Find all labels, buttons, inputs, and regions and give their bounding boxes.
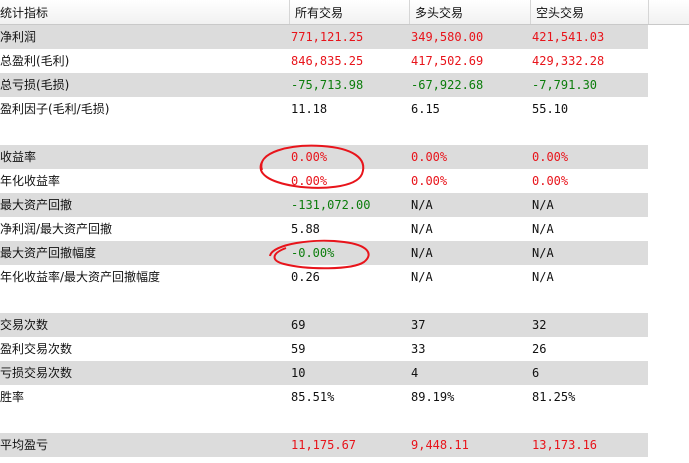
cell-long-trades: 0.00% <box>411 174 448 188</box>
cell-short-trades: 81.25% <box>532 390 576 404</box>
row-label: 净利润/最大资产回撤 <box>0 222 113 236</box>
row-label: 净利润 <box>0 30 37 44</box>
cell-all-trades: 0.26 <box>291 270 320 284</box>
table-row[interactable]: 收益率 0.00% 0.00% 0.00% <box>0 145 648 169</box>
row-label: 总盈利(毛利) <box>0 54 70 68</box>
column-header-metric[interactable]: 统计指标 <box>0 0 290 24</box>
cell-all-trades: 846,835.25 <box>291 54 364 68</box>
table-row[interactable]: 平均盈亏 11,175.67 9,448.11 13,173.16 <box>0 433 648 457</box>
spacer-row <box>0 409 648 433</box>
cell-long-trades: 4 <box>411 366 419 380</box>
table-row[interactable]: 总亏损(毛损) -75,713.98 -67,922.68 -7,791.30 <box>0 73 648 97</box>
cell-all-trades: 85.51% <box>291 390 335 404</box>
cell-all-trades <box>291 409 405 433</box>
cell-all-trades: 59 <box>291 342 306 356</box>
cell-all-trades: 771,121.25 <box>291 30 364 44</box>
cell-all-trades: 11,175.67 <box>291 438 357 452</box>
cell-long-trades: N/A <box>411 198 433 212</box>
table-row[interactable]: 亏损交易次数 10 4 6 <box>0 361 648 385</box>
cell-long-trades: 0.00% <box>411 150 448 164</box>
cell-all-trades: 0.00% <box>291 150 328 164</box>
row-label: 年化收益率 <box>0 174 61 188</box>
cell-all-trades <box>291 121 405 145</box>
cell-short-trades: 32 <box>532 318 547 332</box>
row-label: 年化收益率/最大资产回撤幅度 <box>0 270 161 284</box>
spacer-row <box>0 289 648 313</box>
cell-short-trades: N/A <box>532 222 554 236</box>
cell-all-trades: -75,713.98 <box>291 78 364 92</box>
table-row[interactable]: 最大资产回撤幅度 -0.00% N/A N/A <box>0 241 648 265</box>
cell-all-trades: 5.88 <box>291 222 320 236</box>
table-row[interactable]: 交易次数 69 37 32 <box>0 313 648 337</box>
row-label: 亏损交易次数 <box>0 366 73 380</box>
cell-long-trades: 33 <box>411 342 426 356</box>
cell-short-trades: 421,541.03 <box>532 30 605 44</box>
table-row[interactable]: 最大资产回撤 -131,072.00 N/A N/A <box>0 193 648 217</box>
cell-all-trades: 0.00% <box>291 174 328 188</box>
row-label <box>0 409 285 433</box>
cell-short-trades: 55.10 <box>532 102 569 116</box>
cell-all-trades: -131,072.00 <box>291 198 371 212</box>
cell-all-trades: 11.18 <box>291 102 328 116</box>
cell-short-trades: N/A <box>532 198 554 212</box>
cell-long-trades: -67,922.68 <box>411 78 484 92</box>
table-row[interactable]: 盈利交易次数 59 33 26 <box>0 337 648 361</box>
row-label: 总亏损(毛损) <box>0 78 70 92</box>
column-header-all-trades[interactable]: 所有交易 <box>290 0 410 24</box>
row-label: 最大资产回撤 <box>0 198 73 212</box>
cell-long-trades: 6.15 <box>411 102 440 116</box>
cell-short-trades <box>532 289 646 313</box>
cell-all-trades: 10 <box>291 366 306 380</box>
table-row[interactable]: 盈利因子(毛利/毛损) 11.18 6.15 55.10 <box>0 97 648 121</box>
cell-short-trades: N/A <box>532 246 554 260</box>
cell-long-trades: 417,502.69 <box>411 54 484 68</box>
cell-all-trades <box>291 289 405 313</box>
cell-short-trades: 6 <box>532 366 540 380</box>
cell-short-trades: 13,173.16 <box>532 438 598 452</box>
row-label: 盈利因子(毛利/毛损) <box>0 102 110 116</box>
cell-short-trades: 429,332.28 <box>532 54 605 68</box>
cell-long-trades <box>411 289 525 313</box>
row-label <box>0 121 285 145</box>
cell-short-trades: N/A <box>532 270 554 284</box>
row-label: 盈利交易次数 <box>0 342 73 356</box>
row-label: 平均盈亏 <box>0 438 49 452</box>
row-label: 收益率 <box>0 150 37 164</box>
stats-table-body: 净利润 771,121.25 349,580.00 421,541.03 总盈利(毛利)… <box>0 25 648 457</box>
cell-all-trades: 69 <box>291 318 306 332</box>
cell-short-trades <box>532 409 646 433</box>
cell-short-trades: 26 <box>532 342 547 356</box>
cell-long-trades: 89.19% <box>411 390 455 404</box>
cell-long-trades <box>411 409 525 433</box>
table-row[interactable]: 净利润 771,121.25 349,580.00 421,541.03 <box>0 25 648 49</box>
cell-all-trades: -0.00% <box>291 246 335 260</box>
cell-short-trades: 0.00% <box>532 150 569 164</box>
cell-short-trades: -7,791.30 <box>532 78 598 92</box>
table-row[interactable]: 年化收益率 0.00% 0.00% 0.00% <box>0 169 648 193</box>
cell-long-trades: 9,448.11 <box>411 438 469 452</box>
cell-long-trades: N/A <box>411 222 433 236</box>
row-label: 最大资产回撤幅度 <box>0 246 97 260</box>
cell-long-trades: 37 <box>411 318 426 332</box>
cell-short-trades: 0.00% <box>532 174 569 188</box>
cell-short-trades <box>532 121 646 145</box>
cell-long-trades <box>411 121 525 145</box>
cell-long-trades: N/A <box>411 270 433 284</box>
column-header-long-trades[interactable]: 多头交易 <box>410 0 531 24</box>
row-label: 胜率 <box>0 390 25 404</box>
table-row[interactable]: 总盈利(毛利) 846,835.25 417,502.69 429,332.28 <box>0 49 648 73</box>
row-label <box>0 289 285 313</box>
table-empty-area <box>648 25 689 463</box>
row-label: 交易次数 <box>0 318 49 332</box>
cell-long-trades: N/A <box>411 246 433 260</box>
table-row[interactable]: 净利润/最大资产回撤 5.88 N/A N/A <box>0 217 648 241</box>
spacer-row <box>0 121 648 145</box>
table-header: 统计指标 所有交易 多头交易 空头交易 <box>0 0 689 25</box>
table-row[interactable]: 胜率 85.51% 89.19% 81.25% <box>0 385 648 409</box>
table-row[interactable]: 年化收益率/最大资产回撤幅度 0.26 N/A N/A <box>0 265 648 289</box>
cell-long-trades: 349,580.00 <box>411 30 484 44</box>
column-header-short-trades[interactable]: 空头交易 <box>531 0 649 24</box>
